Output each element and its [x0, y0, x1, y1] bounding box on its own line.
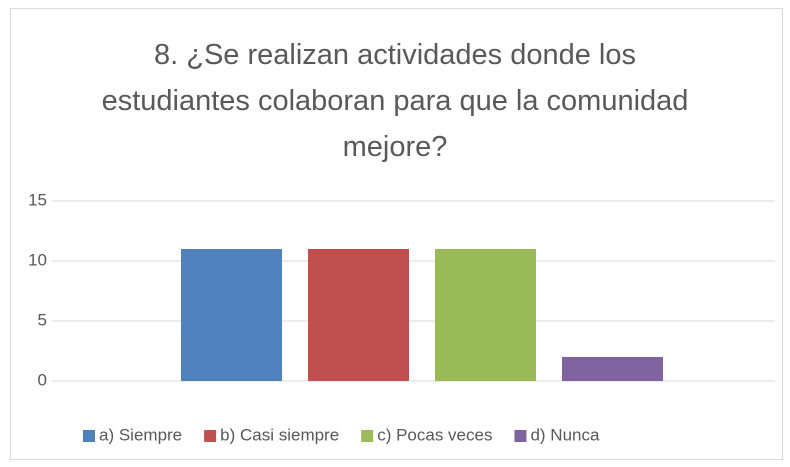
chart-border — [10, 8, 783, 460]
legend-swatch — [514, 430, 527, 442]
legend-swatch — [83, 430, 95, 442]
y-tick-label: 5 — [38, 310, 47, 329]
bar — [562, 357, 663, 381]
chart-title: 8. ¿Se realizan actividades donde los es… — [101, 39, 689, 163]
bar — [181, 249, 282, 381]
y-tick-label: 0 — [38, 370, 47, 389]
bar — [435, 249, 536, 381]
bar — [308, 249, 409, 381]
y-tick-label: 15 — [28, 190, 47, 209]
legend-label: c) Pocas veces — [377, 425, 492, 444]
legend-swatch — [204, 430, 217, 442]
legend-label: d) Nunca — [530, 425, 600, 444]
legend-swatch — [361, 430, 374, 442]
y-tick-label: 10 — [28, 250, 47, 269]
legend-label: a) Siempre — [99, 425, 182, 444]
legend-label: b) Casi siempre — [220, 425, 339, 444]
